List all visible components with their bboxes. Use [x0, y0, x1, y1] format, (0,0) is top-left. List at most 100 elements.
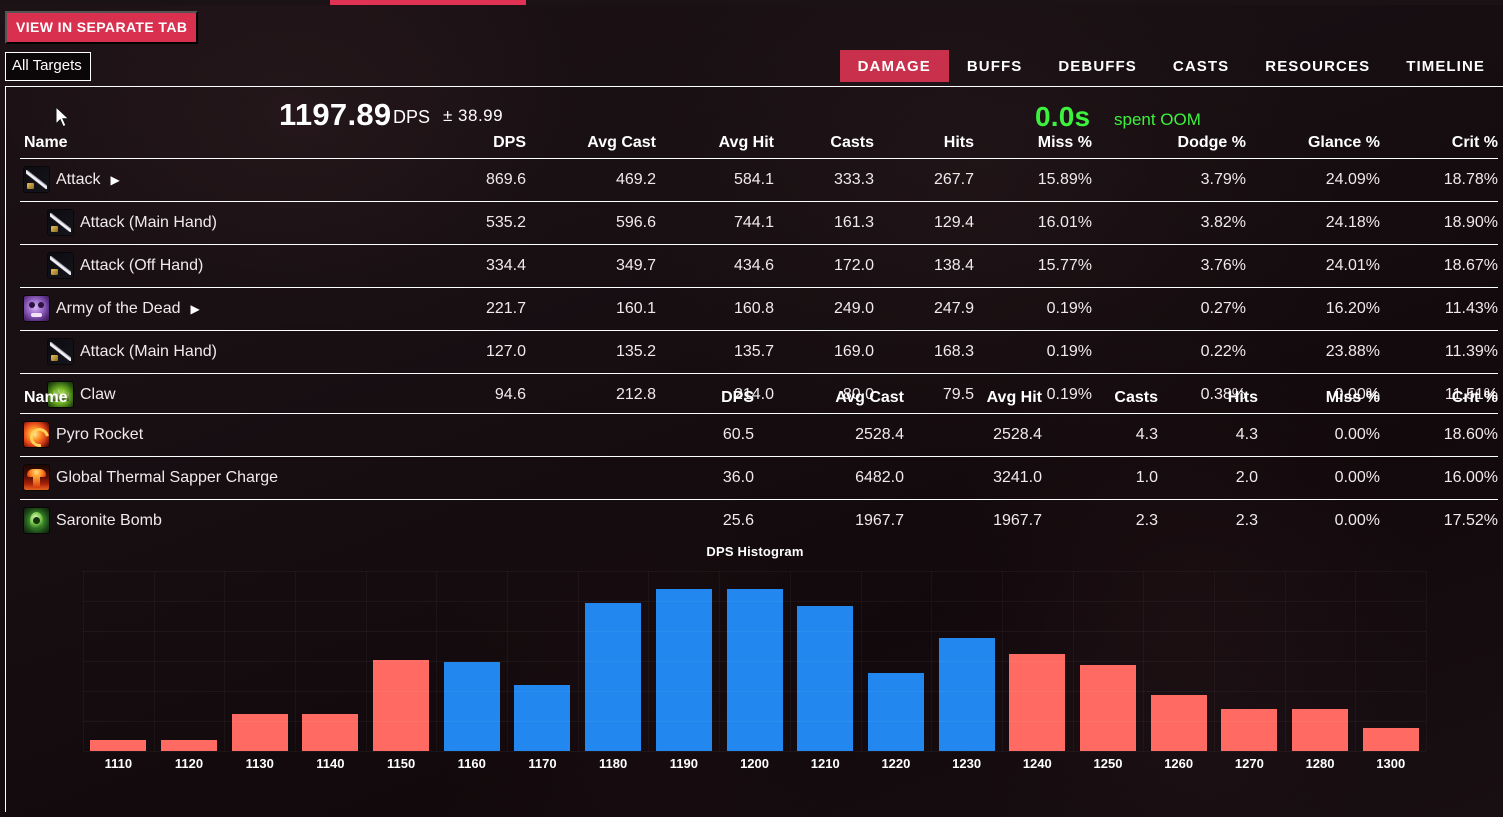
chart-bar[interactable]: [797, 606, 854, 751]
tab-resources[interactable]: RESOURCES: [1265, 58, 1371, 75]
row-name-label: Attack (Main Hand): [80, 213, 217, 231]
row-name-cell[interactable]: Army of the Dead ▶: [20, 287, 412, 331]
col2-crit-pct[interactable]: Crit %: [1451, 389, 1498, 406]
chart-bar[interactable]: [867, 673, 924, 751]
consumables-table-header-row: Name DPS Avg Cast Avg Hit Casts Hits Mis…: [20, 389, 1498, 414]
chart-bar-column[interactable]: [578, 571, 649, 751]
chart-bar-column[interactable]: [1143, 571, 1214, 751]
chart-bar[interactable]: [90, 740, 147, 751]
col-glance-pct[interactable]: Glance %: [1307, 134, 1380, 151]
cell-casts: 1.0: [1042, 456, 1158, 500]
chart-bar[interactable]: [1221, 709, 1278, 751]
chart-bar-column[interactable]: [861, 571, 932, 751]
view-in-separate-tab-button[interactable]: VIEW IN SEPARATE TAB: [5, 11, 199, 44]
table-row[interactable]: Saronite Bomb 25.6 1967.7 1967.7 2.3 2.3 0.00%…: [20, 499, 1498, 542]
chart-bar-column[interactable]: [366, 571, 437, 751]
chart-bar[interactable]: [231, 714, 288, 751]
cell-dps: 221.7: [412, 287, 526, 331]
chart-bar-column[interactable]: [931, 571, 1002, 751]
row-name-cell[interactable]: Pyro Rocket: [20, 413, 640, 457]
expand-caret-icon[interactable]: ▶: [110, 172, 120, 187]
grid-line-horizontal: [83, 691, 1426, 692]
x-axis-tick-label: 1150: [386, 756, 416, 771]
x-axis-tick-label: 1220: [881, 756, 911, 771]
chart-bar[interactable]: [161, 740, 218, 751]
chart-bar[interactable]: [443, 662, 500, 751]
chart-bar[interactable]: [1079, 665, 1136, 751]
target-select[interactable]: All Targets: [5, 52, 91, 81]
tab-debuffs[interactable]: DEBUFFS: [1058, 58, 1137, 75]
chart-bar[interactable]: [302, 714, 359, 751]
col2-name[interactable]: Name: [24, 389, 68, 406]
chart-bar-column[interactable]: [224, 571, 295, 751]
col2-casts[interactable]: Casts: [1114, 389, 1158, 406]
table-row[interactable]: Pyro Rocket 60.5 2528.4 2528.4 4.3 4.3 0.00% 18…: [20, 413, 1498, 457]
table-row[interactable]: Attack (Main Hand) 535.2 596.6 744.1 161.3 12…: [20, 201, 1498, 245]
chart-bar-column[interactable]: [83, 571, 154, 751]
col2-hits[interactable]: Hits: [1227, 389, 1258, 406]
chart-bar-column[interactable]: [1073, 571, 1144, 751]
tab-buffs[interactable]: BUFFS: [966, 58, 1023, 75]
table-row[interactable]: Army of the Dead ▶ 221.7 160.1 160.8 249.0 247…: [20, 287, 1498, 331]
cell-avg-cast: 6482.0: [754, 456, 904, 500]
chart-bar[interactable]: [514, 685, 571, 751]
chart-bar[interactable]: [1150, 695, 1207, 751]
col2-dps[interactable]: DPS: [721, 389, 754, 406]
chart-bar-column[interactable]: [649, 571, 720, 751]
x-axis-tick-label: 1230: [952, 756, 982, 771]
chart-bar[interactable]: [373, 660, 430, 751]
chart-bar[interactable]: [1292, 709, 1349, 751]
col-name[interactable]: Name: [24, 134, 68, 151]
saronite-bomb-icon: [24, 508, 49, 533]
chart-bar[interactable]: [726, 589, 783, 751]
chart-bar-column[interactable]: [1002, 571, 1073, 751]
cell-dps: 36.0: [640, 456, 754, 500]
row-name-cell[interactable]: Saronite Bomb: [20, 499, 640, 542]
col-crit-pct[interactable]: Crit %: [1451, 134, 1498, 151]
chart-bar-column[interactable]: [719, 571, 790, 751]
chart-bar-column[interactable]: [436, 571, 507, 751]
chart-bar-column[interactable]: [1355, 571, 1426, 751]
chart-bar-column[interactable]: [790, 571, 861, 751]
row-name-cell[interactable]: Attack (Main Hand): [20, 330, 412, 374]
row-name-cell[interactable]: Attack ▶: [20, 158, 412, 202]
row-name-cell[interactable]: Claw: [20, 373, 412, 416]
col-avg-hit[interactable]: Avg Hit: [718, 134, 774, 151]
col2-miss-pct[interactable]: Miss %: [1325, 389, 1380, 406]
col-dodge-pct[interactable]: Dodge %: [1177, 134, 1246, 151]
chart-bar[interactable]: [655, 589, 712, 751]
tab-timeline[interactable]: TIMELINE: [1406, 58, 1485, 75]
table-row[interactable]: Global Thermal Sapper Charge 36.0 6482.0 32…: [20, 456, 1498, 500]
row-name-cell[interactable]: Global Thermal Sapper Charge: [20, 456, 640, 500]
col2-avg-hit[interactable]: Avg Hit: [986, 389, 1042, 406]
row-name-label: Claw: [80, 385, 116, 403]
col2-avg-cast[interactable]: Avg Cast: [835, 389, 904, 406]
grid-line-vertical: [790, 571, 791, 751]
chart-bar-column[interactable]: [1285, 571, 1356, 751]
chart-bar[interactable]: [1009, 654, 1066, 751]
col-hits[interactable]: Hits: [943, 134, 974, 151]
mouse-cursor-icon: [55, 106, 70, 128]
tab-casts[interactable]: CASTS: [1172, 58, 1230, 75]
col-dps[interactable]: DPS: [493, 134, 526, 151]
army-of-the-dead-icon: [24, 296, 49, 321]
table-row[interactable]: Attack (Main Hand) 127.0 135.2 135.7 169.0 16…: [20, 330, 1498, 374]
row-name-cell[interactable]: Attack (Off Hand): [20, 244, 412, 288]
expand-caret-icon[interactable]: ▶: [190, 301, 200, 316]
row-name-cell[interactable]: Attack (Main Hand): [20, 201, 412, 245]
chart-bar[interactable]: [1362, 728, 1419, 751]
chart-bar-column[interactable]: [507, 571, 578, 751]
chart-bar[interactable]: [585, 603, 642, 751]
chart-bar-column[interactable]: [154, 571, 225, 751]
chart-bar[interactable]: [938, 638, 995, 751]
tab-damage[interactable]: DAMAGE: [839, 50, 949, 82]
table-row[interactable]: Attack ▶ 869.6 469.2 584.1 333.3 267.7 15.89% 3.…: [20, 158, 1498, 202]
col-miss-pct[interactable]: Miss %: [1037, 134, 1092, 151]
col-avg-cast[interactable]: Avg Cast: [587, 134, 656, 151]
chart-bar-column[interactable]: [1214, 571, 1285, 751]
cell-casts: 333.3: [774, 158, 874, 202]
table-row[interactable]: Attack (Off Hand) 334.4 349.7 434.6 172.0 138…: [20, 244, 1498, 288]
chart-bar-column[interactable]: [295, 571, 366, 751]
col-casts[interactable]: Casts: [830, 134, 874, 151]
table-row[interactable]: Claw 94.6 212.8 214.0 80.0 79.5 0.19% 0.38% 0.00…: [20, 373, 1498, 416]
